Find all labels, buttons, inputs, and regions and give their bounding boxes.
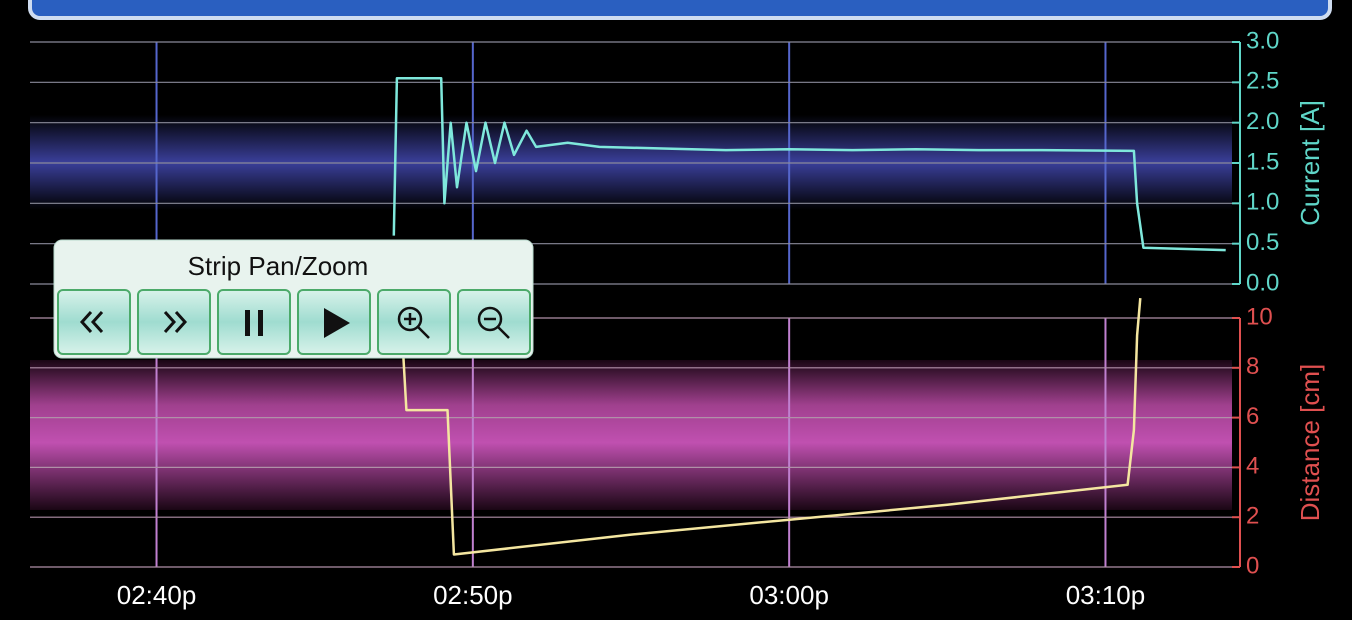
button-bg xyxy=(458,290,530,354)
pause-button[interactable] xyxy=(218,290,290,354)
x-tick-label: 02:50p xyxy=(433,580,513,610)
x-tick-label: 02:40p xyxy=(117,580,197,610)
top-bar xyxy=(30,0,1330,18)
icon xyxy=(258,310,263,336)
y-tick-label: 1.5 xyxy=(1246,148,1279,175)
pan-zoom-panel: Strip Pan/Zoom xyxy=(54,240,533,358)
screen: 0.0 0.5 1.0 1.5 2.0 2.5 3.0 Current [A] 0 2 4 6 8 10 D… xyxy=(0,0,1352,620)
y-axis-label: Distance [cm] xyxy=(1295,364,1325,522)
y-tick-label: 4 xyxy=(1246,453,1259,480)
glow-band xyxy=(30,360,1232,510)
forward-button[interactable] xyxy=(138,290,210,354)
y-tick-label: 1.0 xyxy=(1246,189,1279,216)
zoom-in-button[interactable] xyxy=(378,290,450,354)
y-tick-label: 3.0 xyxy=(1246,27,1279,54)
y-tick-label: 6 xyxy=(1246,403,1259,430)
y-tick-label: 0 xyxy=(1246,552,1259,579)
y-tick-label: 0.0 xyxy=(1246,269,1279,296)
x-tick-label: 03:10p xyxy=(1066,580,1146,610)
y-axis-label: Current [A] xyxy=(1295,100,1325,226)
x-tick-label: 03:00p xyxy=(749,580,829,610)
rewind-button[interactable] xyxy=(58,290,130,354)
button-bg xyxy=(378,290,450,354)
zoom-out-button[interactable] xyxy=(458,290,530,354)
icon xyxy=(245,310,250,336)
panel-title: Strip Pan/Zoom xyxy=(188,251,369,281)
play-button[interactable] xyxy=(298,290,370,354)
button-bg xyxy=(218,290,290,354)
y-tick-label: 2 xyxy=(1246,503,1259,530)
y-tick-label: 10 xyxy=(1246,303,1273,330)
y-tick-label: 2.0 xyxy=(1246,108,1279,135)
y-tick-label: 0.5 xyxy=(1246,229,1279,256)
y-tick-label: 2.5 xyxy=(1246,68,1279,95)
y-tick-label: 8 xyxy=(1246,353,1259,380)
